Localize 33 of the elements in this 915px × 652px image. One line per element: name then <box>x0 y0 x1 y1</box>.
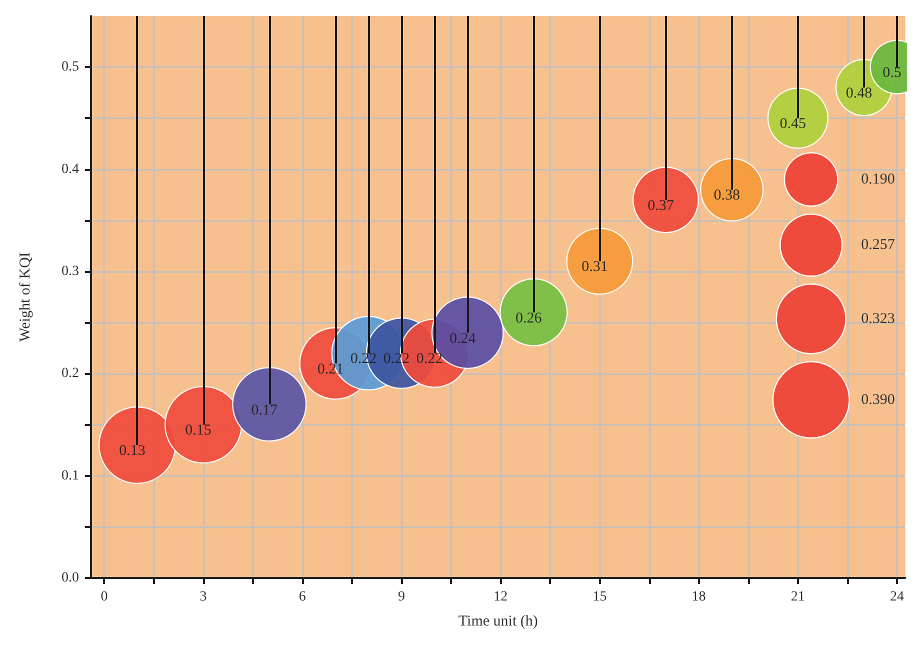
y-tick-label: 0.2 <box>62 366 79 382</box>
y-tick-label: 0.0 <box>62 570 79 586</box>
data-label: 0.45 <box>780 116 806 132</box>
y-tick-label: 0.4 <box>62 162 79 177</box>
legend-label: 0.190 <box>861 171 895 188</box>
y-tick-label: 0.3 <box>62 264 79 279</box>
legend-label: 0.257 <box>861 237 896 254</box>
x-tick-label: 3 <box>200 590 207 604</box>
data-label: 0.15 <box>185 422 212 439</box>
data-label: 0.31 <box>582 259 608 276</box>
data-label: 0.24 <box>449 330 476 347</box>
x-tick-label: 12 <box>494 590 508 604</box>
data-label: 0.22 <box>416 351 443 368</box>
data-label: 0.38 <box>714 188 740 204</box>
x-tick-label: 6 <box>298 590 306 604</box>
legend-label: 0.390 <box>861 392 895 408</box>
y-tick-label: 0.1 <box>62 468 79 484</box>
x-tick-label: 9 <box>398 590 406 604</box>
legend-label: 0.323 <box>861 310 895 327</box>
data-label: 0.26 <box>516 310 542 326</box>
data-label: 0.17 <box>251 402 278 418</box>
x-tick-label: 18 <box>692 590 706 604</box>
y-axis-title: Weight of KQI <box>18 252 34 342</box>
y-tick-label: 0.5 <box>62 60 79 75</box>
x-tick-label: 21 <box>790 590 805 604</box>
data-label: 0.5 <box>882 65 902 82</box>
x-tick-label: 24 <box>890 590 904 604</box>
x-tick-label: 15 <box>592 590 607 604</box>
data-label: 0.48 <box>846 86 872 102</box>
x-tick-label: 0 <box>100 590 108 604</box>
data-label: 0.37 <box>648 198 674 214</box>
data-label: 0.13 <box>119 443 146 460</box>
x-axis-title: Time unit (h) <box>458 614 538 630</box>
